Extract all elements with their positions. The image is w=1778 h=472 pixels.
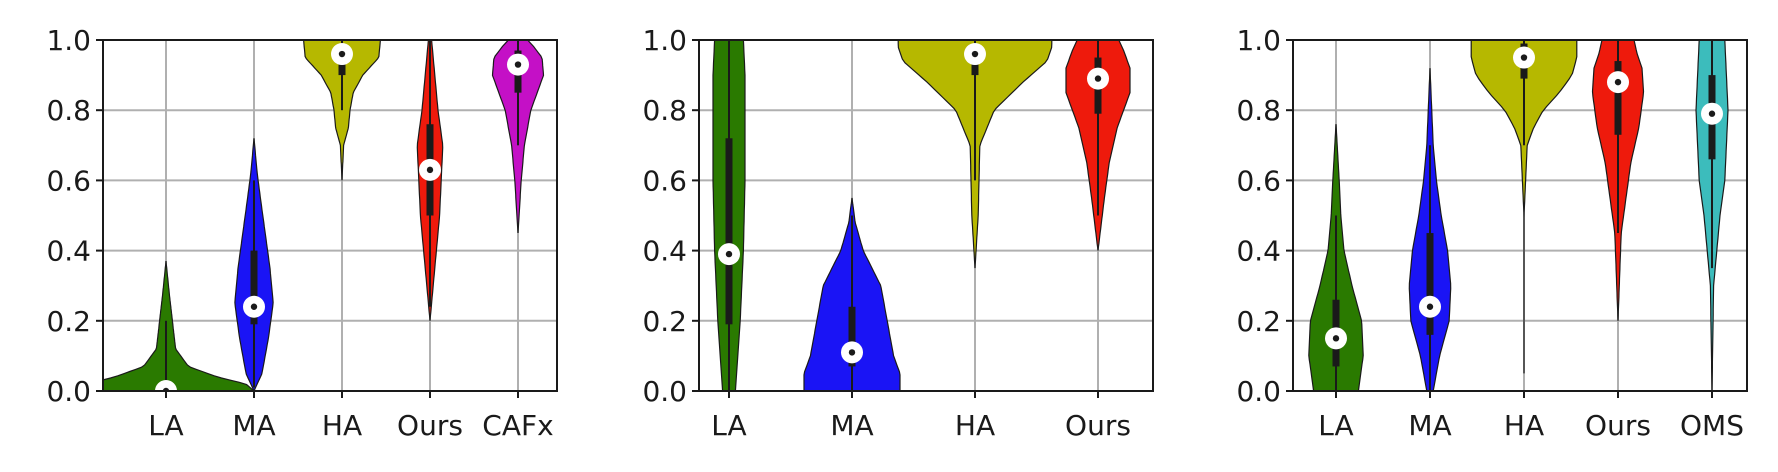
median-dot-ours [1094, 75, 1102, 82]
violins [712, 40, 1131, 391]
y-tick-label: 0.6 [642, 164, 687, 197]
violins [103, 40, 545, 391]
x-tick-label: HA [322, 409, 362, 442]
y-tick-label: 0.4 [1236, 235, 1281, 268]
y-tick-label: 0.4 [642, 235, 687, 268]
median-dot-ha [971, 50, 979, 58]
y-tick-label: 0.8 [46, 94, 91, 127]
panels: 0.00.20.40.60.81.0LA MA HA Ours CAFx0.00.20.… [46, 24, 1748, 442]
y-tick-label: 0.2 [46, 305, 91, 338]
violin-ha [1470, 40, 1578, 374]
y-tick-label: 0.0 [642, 375, 687, 408]
median-dot-ma [250, 303, 258, 310]
x-tick-label: Ours [1065, 409, 1131, 442]
x-tick-label: Ours [397, 409, 463, 442]
x-tick-label: CAFx [482, 409, 553, 442]
median-dot-ha [338, 50, 346, 58]
x-tick-label: MA [1408, 409, 1451, 442]
x-tick-label: OMS [1680, 409, 1744, 442]
x-tick-label: HA [955, 409, 995, 442]
x-tick-label: MA [232, 409, 275, 442]
median-dot-ha [1520, 54, 1528, 61]
y-tick-label: 0.2 [1236, 305, 1281, 338]
median-marker-la [155, 380, 177, 391]
median-dot-ours [1614, 78, 1622, 86]
median-dot-ma [848, 349, 856, 356]
y-tick-label: 0.0 [1236, 375, 1281, 408]
y-tick-label: 0.6 [1236, 164, 1281, 197]
x-tick-label: Ours [1585, 409, 1651, 442]
y-tick-label: 1.0 [642, 24, 687, 57]
iqr-box-ma [250, 250, 258, 325]
chart-panel-3: 0.0 0.2 0.4 0.6 0.8 1.0 LA MA HA Ours OMS [1236, 24, 1748, 442]
iqr-box-ma [1426, 233, 1434, 335]
median-dot-la [1332, 335, 1340, 342]
violins [1308, 40, 1729, 391]
y-tick-label: 0.6 [46, 164, 91, 197]
median-dot-la [725, 250, 733, 258]
y-tick-label: 0.0 [46, 375, 91, 408]
x-tick-label: HA [1504, 409, 1544, 442]
iqr-box-ma [848, 306, 856, 367]
axes-frame [1292, 39, 1748, 392]
y-tick-label: 0.2 [642, 305, 687, 338]
y-tick-label: 0.4 [46, 235, 91, 268]
chart-panel-2: 0.0 0.2 0.4 0.6 0.8 1.0 LA MA HA Ours [642, 24, 1154, 442]
y-tick-label: 0.8 [1236, 94, 1281, 127]
x-tick-label: MA [830, 409, 873, 442]
violin-la [103, 261, 255, 391]
median-dot-ours [426, 166, 434, 174]
axes-frame [102, 39, 558, 392]
x-tick-label: LA [148, 409, 183, 442]
x-tick-label: LA [711, 409, 746, 442]
x-tick-label: LA [1318, 409, 1353, 442]
median-dot-cafx [514, 61, 522, 68]
median-dot-oms [1708, 110, 1716, 117]
median-dot-ma [1426, 303, 1434, 310]
chart-panel-1: 0.0 0.2 0.4 0.6 0.8 1.0 LA MA HA Ours CAFx [46, 24, 558, 442]
y-tick-label: 1.0 [46, 24, 91, 57]
y-tick-label: 1.0 [1236, 24, 1281, 57]
iqr-box-la [725, 138, 733, 325]
iqr-box-ours [1614, 61, 1622, 135]
y-tick-label: 0.8 [642, 94, 687, 127]
axes-frame [698, 39, 1154, 392]
